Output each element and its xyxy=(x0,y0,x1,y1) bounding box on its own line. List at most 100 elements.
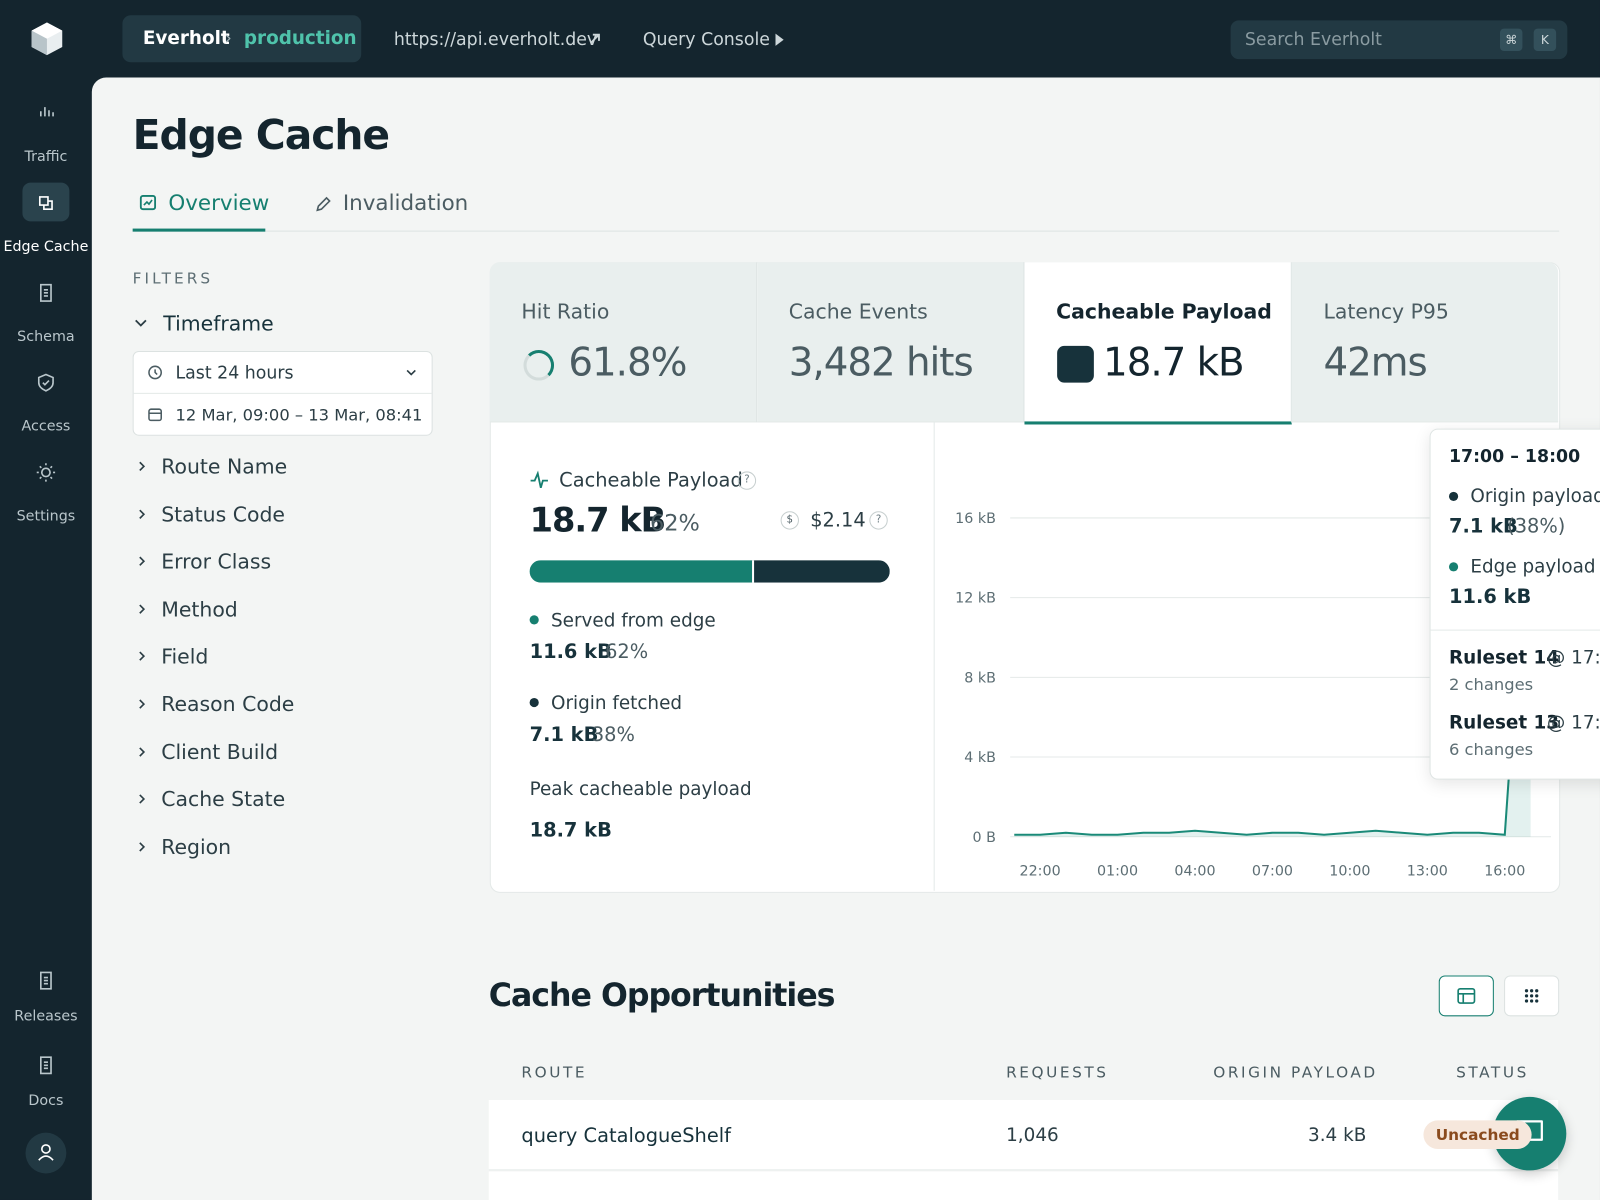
line xyxy=(1014,464,1532,836)
api-url[interactable]: https://api.everholt.dev xyxy=(393,29,598,50)
nav-icon xyxy=(39,971,52,990)
detail-title: Cacheable Payload xyxy=(559,469,743,492)
nav-icon xyxy=(39,1056,52,1075)
tooltip-title: 17:00 – 18:00 xyxy=(1448,446,1581,468)
legend-share: 62% xyxy=(605,640,649,664)
payload-swatch xyxy=(1057,345,1094,383)
environment[interactable]: production xyxy=(243,27,357,49)
status-badge: Uncached xyxy=(1423,1120,1532,1149)
filter-group[interactable]: Method xyxy=(161,596,238,622)
y-tick-label: 16 kB xyxy=(955,511,996,527)
avatar[interactable] xyxy=(25,1132,67,1174)
tooltip-value: 11.6 kB xyxy=(1448,585,1532,609)
ratio-spinner xyxy=(523,349,555,381)
metric-label: Latency P95 xyxy=(1323,298,1449,324)
y-tick-label: 8 kB xyxy=(964,670,996,686)
detail-percent: 62% xyxy=(649,511,700,537)
y-tick-label: 12 kB xyxy=(955,591,996,607)
history-icon xyxy=(148,365,162,380)
metric-tab[interactable] xyxy=(1291,262,1559,423)
metric-label: Cacheable Payload xyxy=(1056,298,1272,324)
metric-tab[interactable] xyxy=(757,262,1025,423)
logo[interactable] xyxy=(29,20,66,57)
tab[interactable]: Overview xyxy=(168,190,270,216)
nav-icon xyxy=(38,196,53,210)
shortcut-key: K xyxy=(1533,28,1557,52)
table-row[interactable] xyxy=(488,1171,1559,1200)
nav-item[interactable]: Edge Cache xyxy=(3,238,89,256)
page-title: Edge Cache xyxy=(132,112,390,160)
chevron-right xyxy=(139,699,146,709)
tooltip-label: Edge payload xyxy=(1470,556,1596,578)
split-segment xyxy=(751,560,890,583)
filter-group[interactable]: Client Build xyxy=(161,739,279,764)
nav-icon xyxy=(39,283,52,302)
filter-group[interactable]: Route Name xyxy=(161,454,288,479)
tab-icon xyxy=(316,196,331,212)
chevron-right xyxy=(139,509,146,519)
tooltip-value: 7.1 kB xyxy=(1448,515,1518,538)
chevron-right xyxy=(139,461,146,471)
filter-group[interactable]: Error Class xyxy=(161,549,272,574)
metric-value: 18.7 kB xyxy=(1103,339,1245,385)
org[interactable]: Everholt xyxy=(142,27,230,49)
nav-item[interactable]: Releases xyxy=(14,1008,78,1025)
help-icon[interactable]: ? xyxy=(737,471,757,490)
separator: › xyxy=(224,27,232,49)
ruleset-time: @ 17:0 xyxy=(1546,712,1600,734)
nav-icon xyxy=(36,463,56,482)
chevron-down xyxy=(135,319,147,327)
peak-label: Peak cacheable payload xyxy=(529,778,752,800)
metric-tab[interactable] xyxy=(489,262,758,423)
chevron-right xyxy=(139,651,146,662)
timeframe-range[interactable]: Last 24 hours xyxy=(175,363,294,384)
y-tick-label: 4 kB xyxy=(964,750,996,766)
nav-item[interactable]: Access xyxy=(21,418,71,435)
table-row[interactable] xyxy=(488,1099,1559,1171)
metric-label: Hit Ratio xyxy=(521,298,610,324)
breadcrumb[interactable] xyxy=(122,15,362,63)
metric-tab[interactable] xyxy=(1024,262,1292,425)
filter-group[interactable]: Reason Code xyxy=(161,691,295,717)
legend-dot xyxy=(1448,562,1459,572)
play-icon xyxy=(775,33,784,46)
cell: 1,046 xyxy=(1006,1124,1059,1146)
chevron-right xyxy=(139,842,146,852)
filter-group[interactable]: Status Code xyxy=(161,501,285,527)
filter-group[interactable]: Cache State xyxy=(161,786,286,812)
external-icon xyxy=(590,33,600,44)
timeframe-dates: 12 Mar, 09:00 – 13 Mar, 08:41 xyxy=(175,405,423,425)
view-toggle[interactable] xyxy=(1438,975,1494,1017)
column-header: ROUTE xyxy=(521,1063,588,1082)
nav-icon xyxy=(39,107,54,117)
ruleset-changes: 6 changes xyxy=(1448,739,1534,760)
query-console[interactable]: Query Console xyxy=(642,29,770,50)
timeframe-label[interactable]: Timeframe xyxy=(163,311,274,336)
help-icon[interactable]: ? xyxy=(869,511,888,530)
filters-heading: FILTERS xyxy=(132,269,214,288)
legend-name: Origin fetched xyxy=(551,692,683,715)
calendar-icon xyxy=(148,408,162,422)
filter-group[interactable]: Field xyxy=(161,644,209,669)
filter-group[interactable]: Region xyxy=(161,834,232,859)
legend-share: 38% xyxy=(591,723,635,746)
tab-icon xyxy=(139,194,157,211)
nav-item[interactable]: Docs xyxy=(28,1092,64,1110)
split-bar xyxy=(529,560,890,583)
column-header: REQUESTS xyxy=(1006,1063,1109,1082)
legend-name: Served from edge xyxy=(551,610,716,632)
chart: 0 B 4 kB 8 kB 12 kB 16 kB 22:00 01:00 04:00 07:0… xyxy=(955,464,1552,880)
view-toggle[interactable] xyxy=(1504,975,1560,1017)
ruleset-time: @ 17:2 xyxy=(1546,646,1600,669)
tab[interactable]: Invalidation xyxy=(342,190,469,216)
search-placeholder: Search Everholt xyxy=(1244,29,1382,50)
pulse-icon xyxy=(530,470,548,489)
nav-item[interactable]: Traffic xyxy=(24,148,68,166)
metric-value: 3,482 hits xyxy=(788,339,974,385)
nav-item[interactable]: Schema xyxy=(17,328,75,345)
tab-indicator xyxy=(132,228,266,232)
detail-value: 18.7 kB xyxy=(529,499,667,540)
legend-dot xyxy=(1448,491,1459,502)
nav-item[interactable]: Settings xyxy=(16,508,76,525)
